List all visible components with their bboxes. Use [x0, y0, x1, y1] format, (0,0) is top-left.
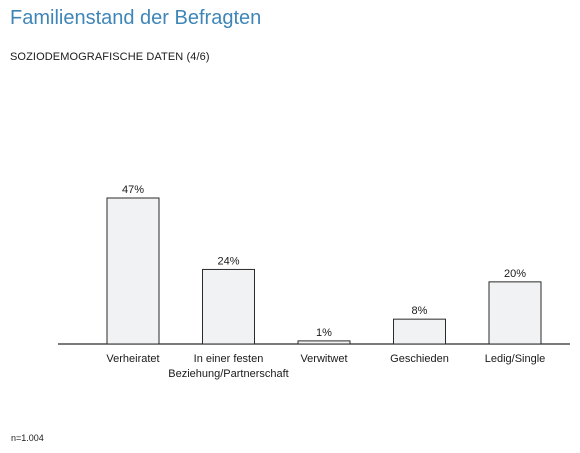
bar: [393, 318, 446, 345]
category-label: Verwitwet: [300, 353, 347, 365]
bar: [297, 340, 351, 345]
bar: [106, 197, 160, 345]
bar-value-label: 1%: [316, 327, 332, 339]
category-label: Geschieden: [390, 353, 449, 365]
bar-value-label: 8%: [412, 305, 428, 317]
bar-value-label: 24%: [217, 255, 239, 267]
category-label: Ledig/Single: [485, 353, 546, 365]
bar: [488, 281, 542, 345]
category-label: In einer festen: [194, 353, 264, 365]
category-label: Verheiratet: [106, 353, 159, 365]
category-label: Beziehung/Partnerschaft: [168, 368, 288, 380]
bar-value-label: 20%: [504, 268, 526, 280]
chart-title: Familienstand der Befragten: [10, 7, 262, 29]
bar: [202, 268, 255, 345]
bar-value-label: 47%: [122, 184, 144, 196]
sample-size-note: n=1.004: [11, 433, 44, 443]
chart-subtitle: SOZIODEMOGRAFISCHE DATEN (4/6): [10, 51, 210, 63]
